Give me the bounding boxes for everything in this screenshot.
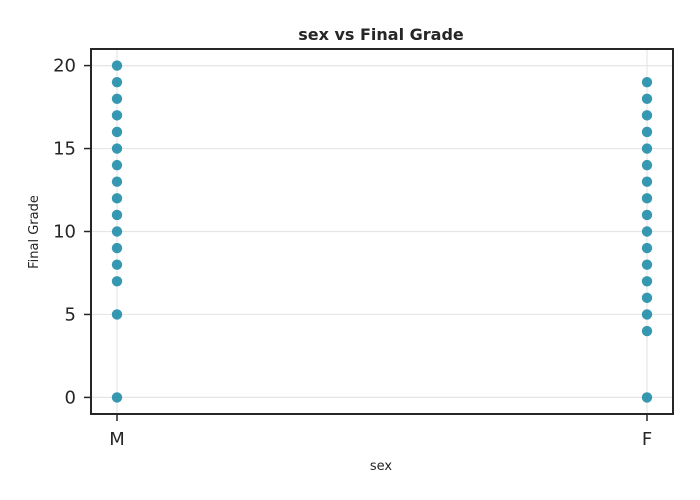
data-point xyxy=(641,292,653,304)
y-tick-label: 15 xyxy=(53,139,76,160)
data-point xyxy=(641,93,653,104)
data-point xyxy=(111,309,123,320)
data-point xyxy=(111,143,123,154)
data-point xyxy=(641,325,653,337)
data-point xyxy=(641,209,653,221)
data-point xyxy=(641,226,653,237)
data-point xyxy=(111,209,123,221)
data-point xyxy=(111,276,123,287)
data-point xyxy=(641,176,653,187)
data-point xyxy=(111,76,123,88)
grid xyxy=(91,49,673,414)
x-tick-label: M xyxy=(109,429,125,450)
y-tick-label: 10 xyxy=(53,222,76,243)
data-point xyxy=(111,110,123,121)
x-axis-label: sex xyxy=(370,459,393,474)
data-point xyxy=(641,110,653,121)
data-point xyxy=(641,159,653,171)
data-point xyxy=(641,242,653,254)
data-points xyxy=(111,60,653,403)
y-tick-label: 5 xyxy=(65,304,76,325)
data-point xyxy=(111,60,123,71)
y-tick-label: 20 xyxy=(53,56,76,77)
data-point xyxy=(111,392,123,403)
data-point xyxy=(641,276,653,287)
data-point xyxy=(641,76,653,88)
y-axis-ticks: 0 5 10 15 20 xyxy=(53,56,91,408)
data-point xyxy=(111,176,123,187)
data-point xyxy=(641,126,653,138)
data-point xyxy=(111,126,123,138)
y-tick-label: 0 xyxy=(65,387,76,408)
y-axis-label: Final Grade xyxy=(27,195,42,269)
chart-title: sex vs Final Grade xyxy=(298,25,464,44)
data-point xyxy=(111,226,123,237)
data-point xyxy=(641,193,653,204)
data-point xyxy=(111,193,123,204)
data-point xyxy=(111,259,123,270)
x-tick-label: F xyxy=(642,429,652,450)
data-point xyxy=(641,259,653,270)
data-point xyxy=(641,309,653,320)
data-point xyxy=(111,93,123,104)
data-point xyxy=(111,242,123,254)
data-point xyxy=(111,159,123,171)
data-point xyxy=(641,143,653,154)
data-point xyxy=(641,392,653,403)
